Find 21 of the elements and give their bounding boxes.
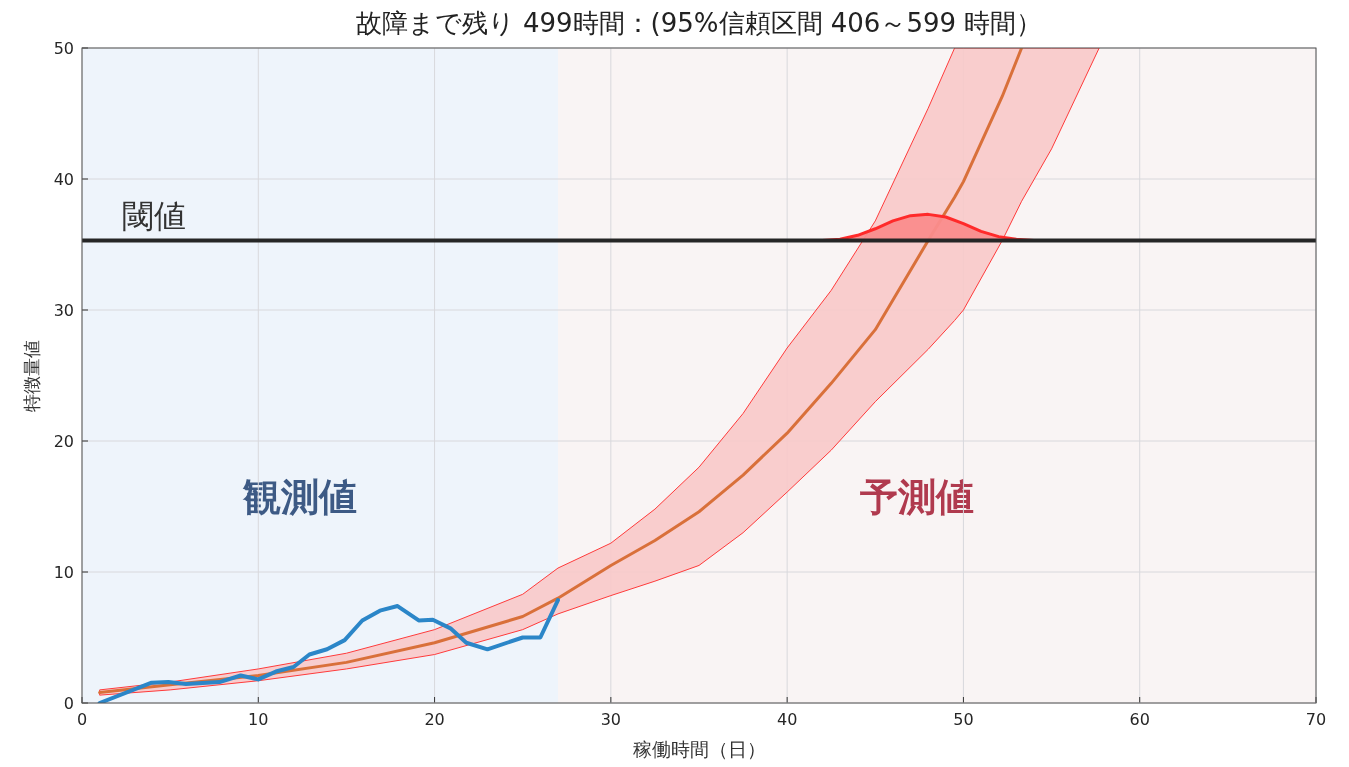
y-tick-label: 10: [53, 563, 74, 582]
x-tick-label: 70: [1305, 710, 1327, 729]
y-axis-title: 特徴量値: [21, 339, 42, 412]
y-tick-label: 20: [53, 432, 74, 451]
y-tick-label: 30: [53, 301, 74, 320]
chart-title: 故障まで残り 499時間：(95%信頼区間 406～599 時間）: [355, 8, 1043, 38]
x-tick-label: 30: [600, 710, 622, 729]
x-axis-title: 稼働時間（日）: [632, 738, 766, 760]
x-tick-label: 0: [76, 710, 88, 729]
ref-line-label: 閾値: [122, 196, 186, 235]
x-tick-label: 60: [1129, 710, 1150, 729]
y-tick-label: 50: [53, 39, 74, 58]
x-tick-label: 50: [953, 710, 974, 729]
x-tick-label: 10: [248, 710, 269, 729]
y-tick-label: 0: [63, 694, 74, 713]
line-series: [97, 598, 560, 703]
band-label: 観測値: [241, 474, 357, 519]
x-tick-label: 20: [424, 710, 445, 729]
y-tick-label: 40: [53, 170, 74, 189]
x-tick-label: 40: [776, 710, 798, 729]
band-label: 予測値: [859, 474, 974, 519]
